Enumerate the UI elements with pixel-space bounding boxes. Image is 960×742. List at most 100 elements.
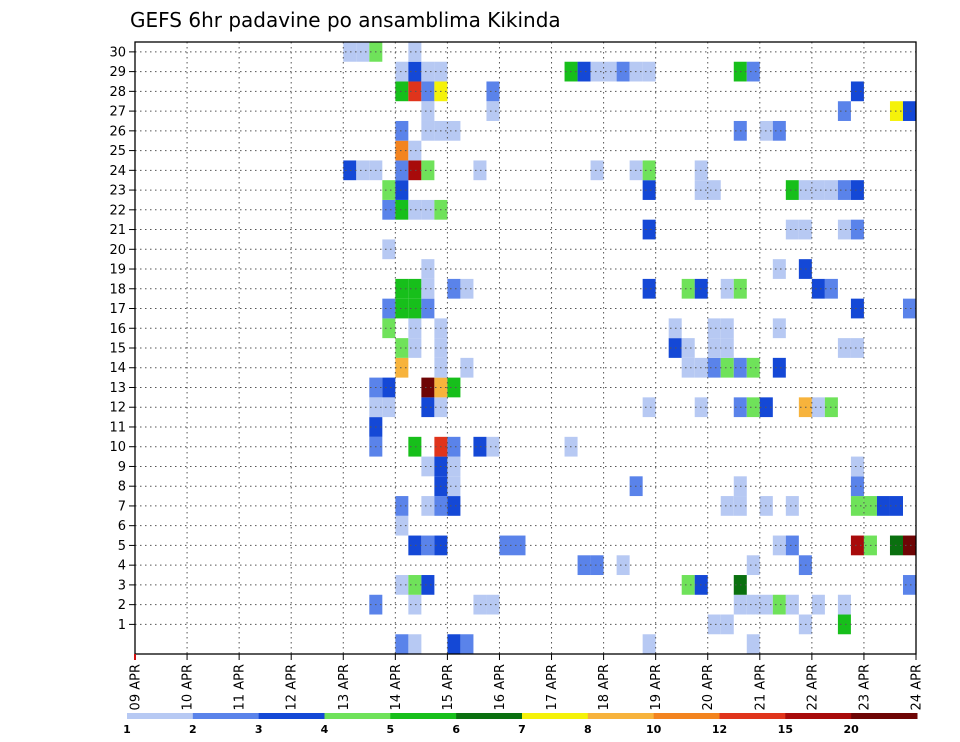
x-tick-label: 11 APR bbox=[233, 664, 248, 710]
heatmap-cell bbox=[707, 180, 721, 200]
y-tick-label: 21 bbox=[109, 223, 126, 238]
x-tick-label: 19 APR bbox=[649, 664, 664, 710]
heatmap-cell bbox=[681, 278, 695, 299]
heatmap-cell bbox=[811, 397, 825, 418]
heatmap-cell bbox=[447, 120, 461, 141]
heatmap-cell bbox=[382, 298, 396, 319]
colorbar-swatch bbox=[192, 713, 260, 719]
grid-lines bbox=[135, 42, 916, 654]
heatmap-cell bbox=[421, 397, 435, 418]
heatmap-cell bbox=[707, 357, 721, 378]
heatmap-cell bbox=[382, 318, 396, 339]
heatmap-cell bbox=[395, 61, 409, 82]
colorbar-label: 3 bbox=[255, 723, 263, 736]
heatmap-cell bbox=[486, 81, 500, 102]
y-tick-label: 3 bbox=[118, 578, 126, 593]
heatmap-cell bbox=[408, 535, 422, 556]
x-tick-label: 15 APR bbox=[441, 664, 456, 710]
heatmap-cell bbox=[421, 101, 435, 121]
y-tick-label: 2 bbox=[118, 598, 126, 613]
colorbar-label: 6 bbox=[452, 723, 460, 736]
chart-title: GEFS 6hr padavine po ansamblima Kikinda bbox=[130, 8, 561, 32]
heatmap-cell bbox=[447, 278, 461, 299]
heatmap-cell bbox=[850, 219, 864, 240]
y-tick-label: 4 bbox=[118, 559, 126, 574]
x-tick-label: 23 APR bbox=[857, 664, 872, 710]
heatmap-cell bbox=[837, 338, 851, 358]
heatmap-cell bbox=[707, 338, 721, 358]
heatmap-cell bbox=[577, 61, 591, 82]
y-tick-label: 1 bbox=[118, 618, 126, 633]
heatmap-cell bbox=[356, 160, 370, 181]
colorbar-label: 4 bbox=[321, 723, 329, 736]
y-tick-label: 27 bbox=[109, 105, 126, 120]
y-tick-label: 25 bbox=[109, 144, 126, 159]
heatmap-cell bbox=[512, 535, 526, 556]
heatmap-cell bbox=[395, 180, 409, 200]
heatmap-cell bbox=[850, 81, 864, 102]
y-tick-label: 26 bbox=[109, 124, 126, 139]
heatmap-cell bbox=[421, 278, 435, 299]
heatmap-cell bbox=[395, 634, 409, 654]
heatmap-cell bbox=[395, 357, 409, 378]
heatmap-cell bbox=[421, 377, 435, 398]
heatmap-cell bbox=[395, 575, 409, 595]
heatmap-cell bbox=[473, 160, 487, 181]
heatmap-cell bbox=[395, 515, 409, 536]
heatmap-cell bbox=[850, 496, 864, 516]
colorbar-label: 15 bbox=[778, 723, 793, 736]
y-tick-label: 30 bbox=[109, 45, 126, 60]
heatmap-cell bbox=[447, 496, 461, 516]
heatmap-cell bbox=[408, 42, 422, 62]
y-tick-label: 5 bbox=[118, 539, 126, 554]
y-tick-label: 29 bbox=[109, 65, 126, 80]
colorbar-label: 2 bbox=[189, 723, 197, 736]
x-tick-label: 10 APR bbox=[181, 664, 196, 710]
x-tick-label: 09 APR bbox=[129, 664, 144, 710]
y-tick-label: 15 bbox=[109, 342, 126, 357]
heatmap-cell bbox=[720, 496, 734, 516]
heatmap-cell bbox=[460, 278, 474, 299]
heatmap-cell bbox=[837, 101, 851, 121]
heatmap-cell bbox=[681, 338, 695, 358]
heatmap-cell bbox=[642, 397, 656, 418]
heatmap-cell bbox=[343, 160, 357, 181]
heatmap-cell bbox=[746, 357, 760, 378]
colorbar-swatch bbox=[653, 713, 720, 719]
heatmap-cell bbox=[720, 357, 734, 378]
heatmap-cell bbox=[772, 535, 786, 556]
heatmap-cell bbox=[850, 476, 864, 497]
x-tick-label: 13 APR bbox=[337, 664, 352, 710]
heatmap-cell bbox=[382, 239, 396, 260]
heatmap-cell bbox=[486, 594, 500, 615]
heatmap-cell bbox=[746, 61, 760, 82]
y-tick-label: 12 bbox=[109, 401, 126, 416]
heatmap-cell bbox=[408, 61, 422, 82]
heatmap-cell bbox=[850, 180, 864, 200]
colorbar-swatch bbox=[587, 713, 655, 719]
heatmap-cell bbox=[902, 298, 916, 319]
colorbar: 1 2 3 4 5 6 7 8 10 12 15 20 bbox=[123, 713, 918, 736]
heatmap-cell bbox=[447, 377, 461, 398]
y-tick-label: 6 bbox=[118, 519, 126, 534]
heatmap-cell bbox=[642, 634, 656, 654]
heatmap-cell bbox=[590, 160, 604, 181]
heatmap-cell bbox=[811, 278, 825, 299]
heatmap-cell bbox=[460, 357, 474, 378]
heatmap-cell bbox=[408, 140, 422, 161]
colorbar-swatch bbox=[258, 713, 325, 719]
heatmap-cell bbox=[408, 278, 422, 299]
colorbar-swatch bbox=[719, 713, 786, 719]
axes: 1234567891011121314151617181920212223242… bbox=[109, 41, 925, 710]
heatmap-cell bbox=[785, 594, 799, 615]
y-tick-label: 7 bbox=[118, 499, 126, 514]
heatmap-cell bbox=[590, 555, 604, 576]
heatmap-cell bbox=[876, 496, 890, 516]
x-tick-label: 20 APR bbox=[701, 664, 716, 710]
heatmap-cell bbox=[746, 397, 760, 418]
heatmap-cell bbox=[811, 594, 825, 615]
heatmap-cell bbox=[642, 180, 656, 200]
y-tick-label: 14 bbox=[109, 361, 126, 376]
heatmap-cell bbox=[382, 199, 396, 220]
